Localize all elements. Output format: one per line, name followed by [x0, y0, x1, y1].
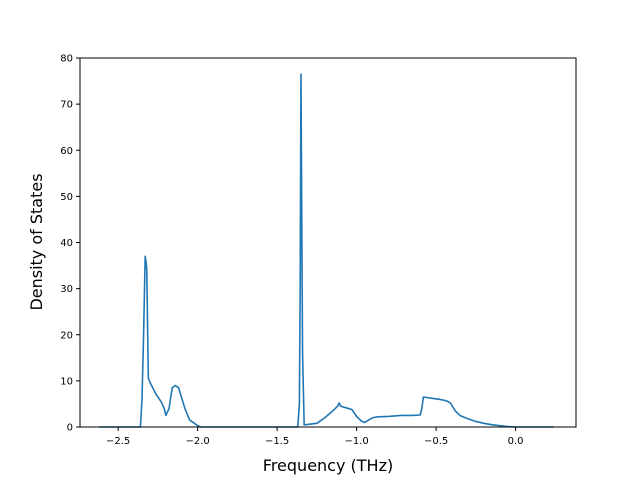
x-tick-label: −2.5 [106, 436, 130, 447]
x-tick-label: −1.0 [344, 436, 368, 447]
y-tick-label: 10 [60, 376, 73, 387]
plot-area [99, 73, 554, 428]
y-tick-label: 0 [67, 423, 73, 434]
y-tick-label: 50 [60, 192, 73, 203]
y-tick-label: 60 [60, 146, 73, 157]
y-tick-label: 80 [60, 54, 73, 65]
x-tick-label: −2.0 [185, 436, 209, 447]
y-tick-label: 70 [60, 100, 73, 111]
axes-frame [79, 57, 577, 428]
y-axis: 0 10 20 30 40 50 60 70 80 [60, 54, 80, 434]
x-tick-label: −0.5 [424, 436, 448, 447]
x-axis-label: Frequency (THz) [263, 456, 393, 475]
x-tick-label: 0.0 [508, 436, 524, 447]
x-axis: −2.5 −2.0 −1.5 −1.0 −0.5 0.0 [106, 427, 524, 447]
x-tick-label: −1.5 [265, 436, 289, 447]
y-tick-label: 20 [60, 330, 73, 341]
y-tick-label: 30 [60, 284, 73, 295]
y-tick-label: 40 [60, 238, 73, 249]
series-line-0 [99, 73, 554, 428]
y-axis-label: Density of States [27, 173, 46, 310]
